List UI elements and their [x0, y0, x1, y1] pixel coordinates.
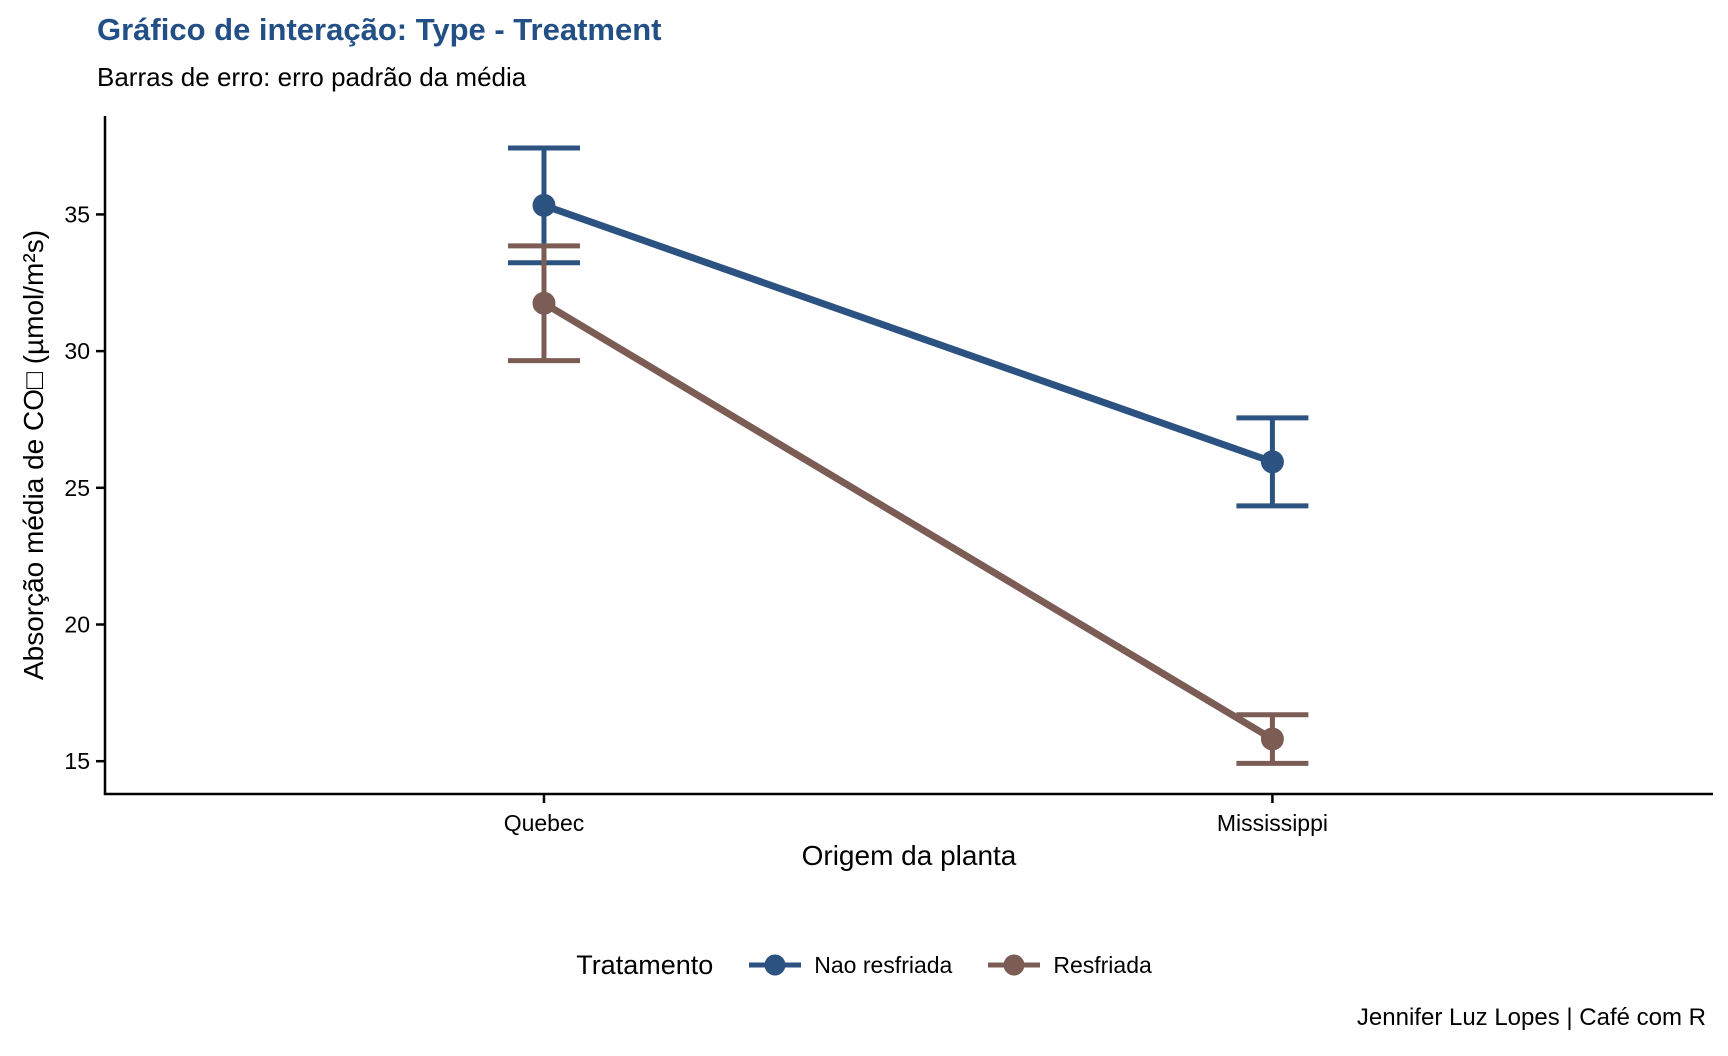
series-line — [542, 202, 1274, 466]
legend-item-resfriada: Resfriada — [986, 951, 1152, 979]
y-tick-label: 20 — [64, 612, 90, 638]
y-tick-label: 15 — [64, 748, 90, 774]
data-point — [532, 291, 556, 315]
data-point — [1260, 450, 1284, 474]
x-axis-title: Origem da planta — [801, 840, 1017, 871]
chart-caption: Jennifer Luz Lopes | Café com R — [1356, 1004, 1706, 1031]
legend-item-label: Resfriada — [1053, 951, 1152, 978]
legend: Tratamento Nao resfriada Resfriada — [0, 938, 1728, 992]
x-tick-label: Mississippi — [1217, 810, 1328, 836]
y-axis-title: Absorção média de CO□ (µmol/m²s) — [18, 229, 49, 681]
chart-subtitle: Barras de erro: erro padrão da média — [97, 62, 527, 92]
y-tick-label: 25 — [64, 475, 90, 501]
data-point — [532, 193, 556, 217]
legend-title: Tratamento — [576, 949, 714, 980]
legend-item-label: Nao resfriada — [814, 951, 953, 978]
y-tick-label: 30 — [64, 338, 90, 364]
chart-title: Gráfico de interação: Type - Treatment — [97, 12, 662, 47]
y-tick-label: 35 — [64, 201, 90, 227]
legend-key-nao-resfriada-icon — [749, 954, 802, 976]
x-tick-label: Quebec — [504, 810, 585, 836]
data-point — [1260, 727, 1284, 751]
legend-item-nao-resfriada: Nao resfriada — [747, 951, 952, 979]
legend-key-resfriada-icon — [988, 954, 1041, 976]
series-line — [542, 300, 1275, 743]
